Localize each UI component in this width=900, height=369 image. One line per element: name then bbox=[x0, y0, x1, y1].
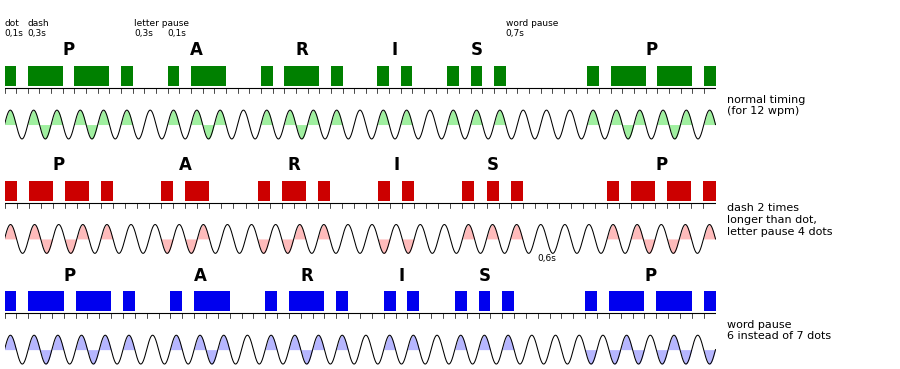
Bar bbox=[378, 180, 390, 201]
Bar bbox=[479, 291, 490, 311]
Bar bbox=[282, 180, 306, 201]
Bar bbox=[383, 291, 396, 311]
Bar bbox=[454, 291, 467, 311]
Bar bbox=[289, 291, 325, 311]
Bar bbox=[487, 180, 499, 201]
Text: normal timing
(for 12 wpm): normal timing (for 12 wpm) bbox=[727, 95, 806, 116]
Bar bbox=[170, 291, 183, 311]
Bar bbox=[337, 291, 348, 311]
Bar bbox=[75, 66, 110, 86]
Text: R: R bbox=[295, 41, 308, 59]
Bar bbox=[266, 291, 277, 311]
Bar bbox=[4, 291, 16, 311]
Bar bbox=[463, 180, 474, 201]
Bar bbox=[123, 291, 135, 311]
Bar bbox=[161, 180, 173, 201]
Bar bbox=[402, 180, 414, 201]
Bar bbox=[585, 291, 597, 311]
Text: word pause
0,7s: word pause 0,7s bbox=[506, 19, 558, 38]
Bar bbox=[704, 66, 716, 86]
Text: P: P bbox=[62, 41, 75, 59]
Bar bbox=[185, 180, 210, 201]
Text: S: S bbox=[487, 156, 499, 174]
Text: S: S bbox=[479, 266, 490, 284]
Text: I: I bbox=[399, 266, 404, 284]
Bar bbox=[377, 66, 389, 86]
Bar bbox=[704, 180, 716, 201]
Text: A: A bbox=[191, 41, 203, 59]
Bar bbox=[471, 66, 482, 86]
Bar bbox=[167, 66, 179, 86]
Text: P: P bbox=[64, 266, 76, 284]
Bar bbox=[28, 291, 64, 311]
Text: A: A bbox=[194, 266, 206, 284]
Bar bbox=[76, 291, 112, 311]
Bar bbox=[28, 66, 63, 86]
Bar bbox=[631, 180, 655, 201]
Bar bbox=[588, 66, 598, 86]
Bar bbox=[447, 66, 459, 86]
Bar bbox=[657, 66, 692, 86]
Text: A: A bbox=[179, 156, 192, 174]
Bar bbox=[261, 66, 273, 86]
Bar bbox=[318, 180, 330, 201]
Text: S: S bbox=[471, 41, 482, 59]
Bar bbox=[408, 291, 419, 311]
Bar bbox=[65, 180, 89, 201]
Bar bbox=[257, 180, 270, 201]
Bar bbox=[502, 291, 514, 311]
Text: P: P bbox=[645, 41, 658, 59]
Text: I: I bbox=[393, 156, 400, 174]
Bar bbox=[607, 180, 619, 201]
Bar bbox=[191, 66, 226, 86]
Text: dot
0,1s: dot 0,1s bbox=[4, 19, 23, 38]
Bar bbox=[609, 291, 644, 311]
Bar bbox=[510, 180, 523, 201]
Text: P: P bbox=[644, 266, 656, 284]
Bar bbox=[331, 66, 343, 86]
Text: P: P bbox=[655, 156, 667, 174]
Bar bbox=[494, 66, 506, 86]
Text: P: P bbox=[53, 156, 65, 174]
Bar bbox=[704, 291, 716, 311]
Text: 0,1s: 0,1s bbox=[167, 30, 186, 38]
Text: I: I bbox=[392, 41, 398, 59]
Bar bbox=[4, 180, 16, 201]
Bar bbox=[284, 66, 319, 86]
Text: R: R bbox=[301, 266, 313, 284]
Bar bbox=[4, 66, 16, 86]
Bar bbox=[101, 180, 113, 201]
Text: letter pause
0,3s: letter pause 0,3s bbox=[134, 19, 189, 38]
Bar bbox=[400, 66, 412, 86]
Text: dash
0,3s: dash 0,3s bbox=[28, 19, 50, 38]
Text: word pause
6 instead of 7 dots: word pause 6 instead of 7 dots bbox=[727, 320, 832, 341]
Bar bbox=[610, 66, 645, 86]
Text: 0,6s: 0,6s bbox=[538, 255, 556, 263]
Bar bbox=[667, 180, 691, 201]
Bar bbox=[29, 180, 53, 201]
Bar bbox=[656, 291, 692, 311]
Text: R: R bbox=[287, 156, 300, 174]
Bar bbox=[122, 66, 132, 86]
Bar bbox=[194, 291, 230, 311]
Text: dash 2 times
longer than dot,
letter pause 4 dots: dash 2 times longer than dot, letter pau… bbox=[727, 203, 832, 237]
